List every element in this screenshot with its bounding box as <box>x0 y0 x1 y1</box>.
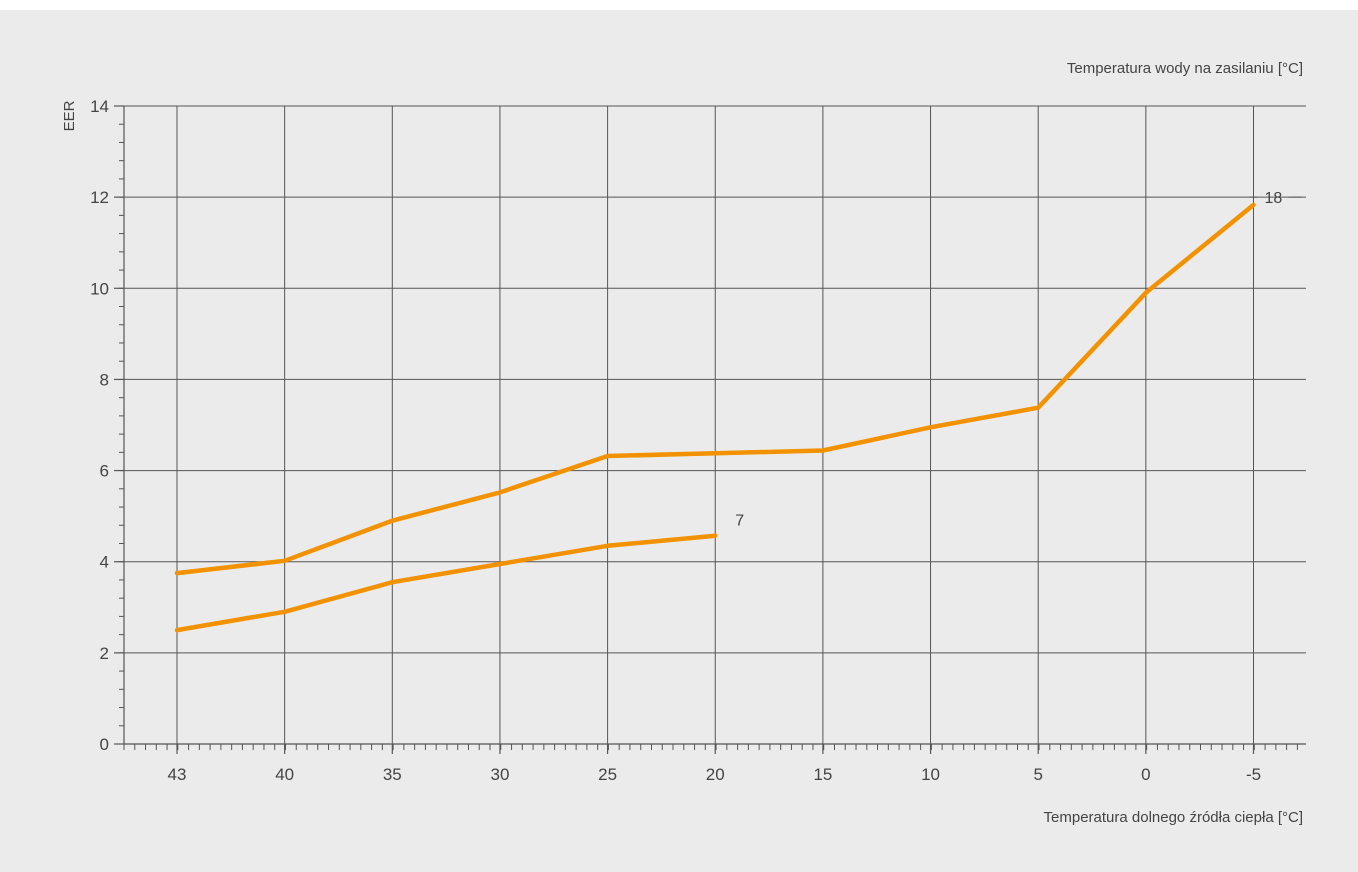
grid-lines <box>124 105 1306 744</box>
x-tick-label: 43 <box>168 765 187 784</box>
y-tick-label: 14 <box>90 97 109 116</box>
y-tick-label: 2 <box>100 644 109 663</box>
x-tick-label: 20 <box>706 765 725 784</box>
chart-background <box>0 10 1358 872</box>
x-tick-label: 35 <box>383 765 402 784</box>
y-tick-label: 8 <box>100 370 109 389</box>
x-axis-title: Temperatura dolnego źródła ciepła [°C] <box>1044 809 1303 826</box>
axes <box>114 105 1306 754</box>
x-tick-label: 0 <box>1141 765 1150 784</box>
series-label-18: 18 <box>1265 190 1283 207</box>
series-line-18 <box>174 202 1256 576</box>
x-tick-label: -5 <box>1246 765 1261 784</box>
series-labels: 7 18 <box>735 190 1302 530</box>
series-lines <box>174 202 1256 633</box>
x-tick-label: 15 <box>813 765 832 784</box>
x-tick-label: 5 <box>1033 765 1042 784</box>
series-label-7: 7 <box>735 513 744 530</box>
tick-labels: 0 2 4 6 8 10 12 14 43 40 35 30 25 20 15 10 5 0 -5 <box>90 97 1261 784</box>
y-tick-label: 10 <box>90 279 109 298</box>
y-tick-label: 6 <box>100 462 109 481</box>
x-tick-label: 25 <box>598 765 617 784</box>
secondary-axis-title: Temperatura wody na zasilaniu [°C] <box>1067 60 1303 77</box>
y-tick-label: 4 <box>100 553 109 572</box>
y-tick-label: 12 <box>90 188 109 207</box>
line-chart: 0 2 4 6 8 10 12 14 43 40 35 30 25 20 15 10 5 0 -5 7 18 Temp… <box>0 10 1358 872</box>
x-tick-label: 40 <box>275 765 294 784</box>
y-axis-title: EER <box>61 100 78 131</box>
chart-panel: 0 2 4 6 8 10 12 14 43 40 35 30 25 20 15 10 5 0 -5 7 18 Temp… <box>0 10 1358 872</box>
x-tick-label: 30 <box>490 765 509 784</box>
x-tick-label: 10 <box>921 765 940 784</box>
y-tick-label: 0 <box>100 735 109 754</box>
series-line-7 <box>174 533 718 633</box>
